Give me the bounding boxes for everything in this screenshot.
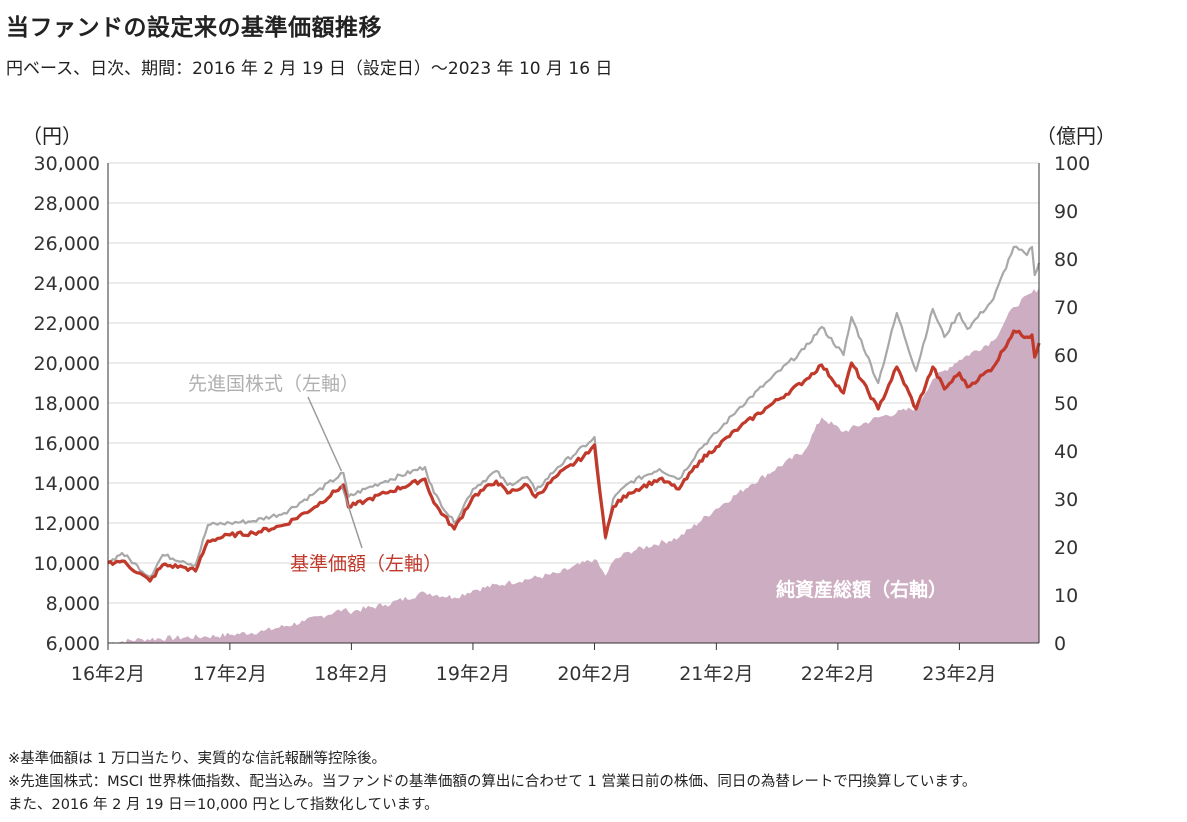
nav-label: 基準価額（左軸）: [290, 553, 442, 575]
x-tick-label: 23年2月: [922, 663, 996, 685]
chart-title: 当ファンドの設定来の基準価額推移: [6, 15, 382, 41]
y-left-tick-label: 26,000: [34, 233, 100, 255]
benchmark-label: 先進国株式（左軸）: [188, 373, 359, 395]
footnotes: ※基準価額は 1 万口当たり、実質的な信託報酬等控除後。 ※先進国株式：MSCI…: [8, 748, 976, 817]
y-right-tick-label: 50: [1054, 393, 1078, 415]
y-right-tick-label: 40: [1054, 441, 1078, 463]
benchmark-line: [107, 245, 1041, 579]
x-tick-label: 17年2月: [193, 663, 267, 685]
y-left-tick-label: 28,000: [34, 193, 100, 215]
y-left-tick-label: 8,000: [46, 593, 100, 615]
y-left-tick-label: 18,000: [34, 393, 100, 415]
y-right-tick-label: 20: [1054, 537, 1078, 559]
y-right-tick-label: 60: [1054, 345, 1078, 367]
y-right-tick-label: 100: [1054, 153, 1090, 175]
y-left-tick-label: 10,000: [34, 553, 100, 575]
y-left-tick-label: 24,000: [34, 273, 100, 295]
benchmark-label-leader: [307, 396, 343, 472]
x-tick-label: 22年2月: [801, 663, 875, 685]
footnote: また、2016 年 2 月 19 日＝10,000 円として指数化しています。: [8, 797, 439, 813]
y-left-tick-label: 6,000: [46, 633, 100, 655]
y-left-tick-label: 20,000: [34, 353, 100, 375]
y-left-tick-label: 16,000: [34, 433, 100, 455]
y-right-tick-label: 30: [1054, 489, 1078, 511]
y-left-tick-label: 30,000: [34, 153, 100, 175]
y-left-tick-label: 22,000: [34, 313, 100, 335]
nav-line: [107, 329, 1041, 583]
y-left-tick-label: 14,000: [34, 473, 100, 495]
y-right-tick-label: 10: [1054, 585, 1078, 607]
net-assets-label: 純資産総額（右軸）: [776, 578, 947, 601]
y-right-tick-label: 0: [1054, 633, 1066, 655]
net-assets-area: [108, 287, 1039, 643]
x-tick-label: 16年2月: [71, 663, 145, 685]
left-axis-unit: （円）: [22, 124, 82, 148]
footnote: ※先進国株式：MSCI 世界株価指数、配当込み。当ファンドの基準価額の算出に合わ…: [8, 774, 977, 790]
y-right-tick-label: 80: [1054, 249, 1078, 271]
y-right-tick-label: 90: [1054, 201, 1078, 223]
right-axis-unit: （億円）: [1036, 124, 1116, 148]
x-tick-label: 18年2月: [314, 663, 388, 685]
x-tick-label: 19年2月: [436, 663, 510, 685]
y-left-tick-label: 12,000: [34, 513, 100, 535]
footnote: ※基準価額は 1 万口当たり、実質的な信託報酬等控除後。: [8, 751, 387, 767]
x-tick-label: 20年2月: [557, 663, 631, 685]
x-tick-label: 21年2月: [679, 663, 753, 685]
y-right-tick-label: 70: [1054, 297, 1078, 319]
chart-subtitle: 円ベース、日次、期間：2016 年 2 月 19 日（設定日）～2023 年 1…: [6, 59, 613, 79]
nav-label-leader: [340, 484, 363, 549]
